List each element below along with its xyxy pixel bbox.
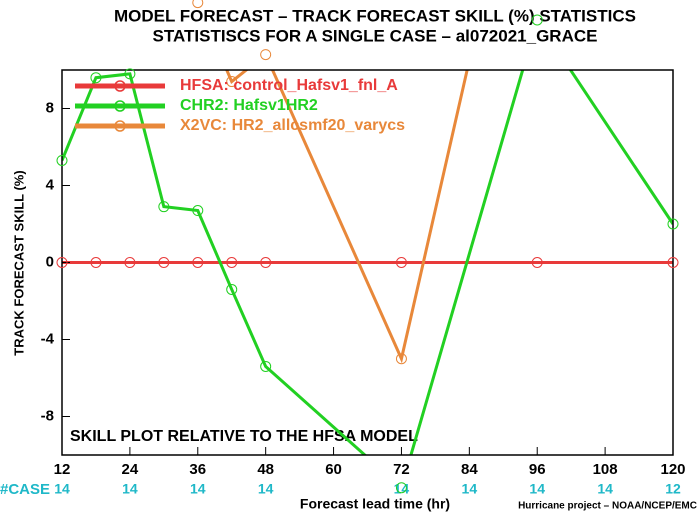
series-marker: [531, 257, 543, 268]
legend-marker: [114, 120, 126, 132]
credit: Hurricane project – NOAA/NCEP/EMC: [518, 501, 697, 512]
legend-marker: [114, 100, 126, 112]
x-tick-label: 108: [593, 461, 618, 478]
x-tick-label: 12: [54, 461, 71, 478]
case-count: 14: [529, 481, 545, 497]
series-marker: [226, 76, 238, 88]
series-marker: [667, 218, 679, 230]
case-count: 14: [54, 481, 70, 497]
series-marker: [192, 205, 204, 217]
y-axis-label: TRACK FORECAST SKILL (%): [11, 170, 26, 355]
legend-label: X2VC: HR2_allcsmf20_varycs: [180, 117, 405, 134]
series-marker: [226, 283, 238, 295]
case-count: 14: [190, 481, 206, 497]
case-count: 14: [122, 481, 138, 497]
plot-lines: [62, 70, 673, 455]
series-marker: [90, 72, 102, 84]
x-tick-label: 24: [122, 461, 139, 478]
series-marker: [90, 257, 102, 268]
series-marker: [395, 257, 407, 268]
series-marker: [158, 257, 170, 268]
x-tick-label: 48: [257, 461, 274, 478]
series-marker: [395, 353, 407, 365]
series-line: [62, 70, 673, 455]
y-tick-label: 8: [46, 99, 54, 116]
series-marker: [260, 257, 272, 268]
series-line: [225, 70, 469, 364]
annotation: SKILL PLOT RELATIVE TO THE HFSA MODEL: [70, 428, 418, 445]
series-marker: [395, 482, 407, 494]
series-marker: [192, 257, 204, 268]
case-count: 12: [665, 481, 681, 497]
x-tick-label: 72: [393, 461, 410, 478]
case-count: 14: [258, 481, 274, 497]
legend-marker: [114, 80, 126, 92]
x-tick-label: 36: [189, 461, 206, 478]
case-label: #CASE: [0, 481, 50, 498]
y-tick-label: -8: [41, 407, 54, 424]
series-marker: [260, 360, 272, 372]
series-marker: [56, 257, 68, 268]
series-marker: [124, 257, 136, 268]
series-marker: [124, 68, 136, 80]
legend-label: CHR2: Hafsv1HR2: [180, 97, 318, 114]
series-marker: [192, 0, 204, 9]
series-marker: [56, 154, 68, 166]
x-tick-label: 120: [660, 461, 685, 478]
x-tick-label: 84: [461, 461, 478, 478]
series-marker: [667, 257, 679, 268]
y-tick-label: 0: [46, 253, 54, 270]
series-marker: [158, 201, 170, 213]
y-tick-label: 4: [46, 176, 55, 193]
x-axis-label: Forecast lead time (hr): [300, 496, 450, 512]
series-marker: [260, 49, 272, 61]
case-count: 14: [597, 481, 613, 497]
x-tick-label: 60: [325, 461, 342, 478]
chart-title: MODEL FORECAST – TRACK FORECAST SKILL (%…: [114, 6, 636, 25]
x-tick-label: 96: [529, 461, 546, 478]
y-tick-label: -4: [41, 330, 55, 347]
chart-subtitle: STATISTISCS FOR A SINGLE CASE – al072021…: [153, 26, 598, 45]
series-marker: [226, 257, 238, 268]
case-count: 14: [462, 481, 478, 497]
series-marker: [531, 14, 543, 26]
legend-label: HFSA: control_Hafsv1_fnl_A: [180, 77, 398, 94]
